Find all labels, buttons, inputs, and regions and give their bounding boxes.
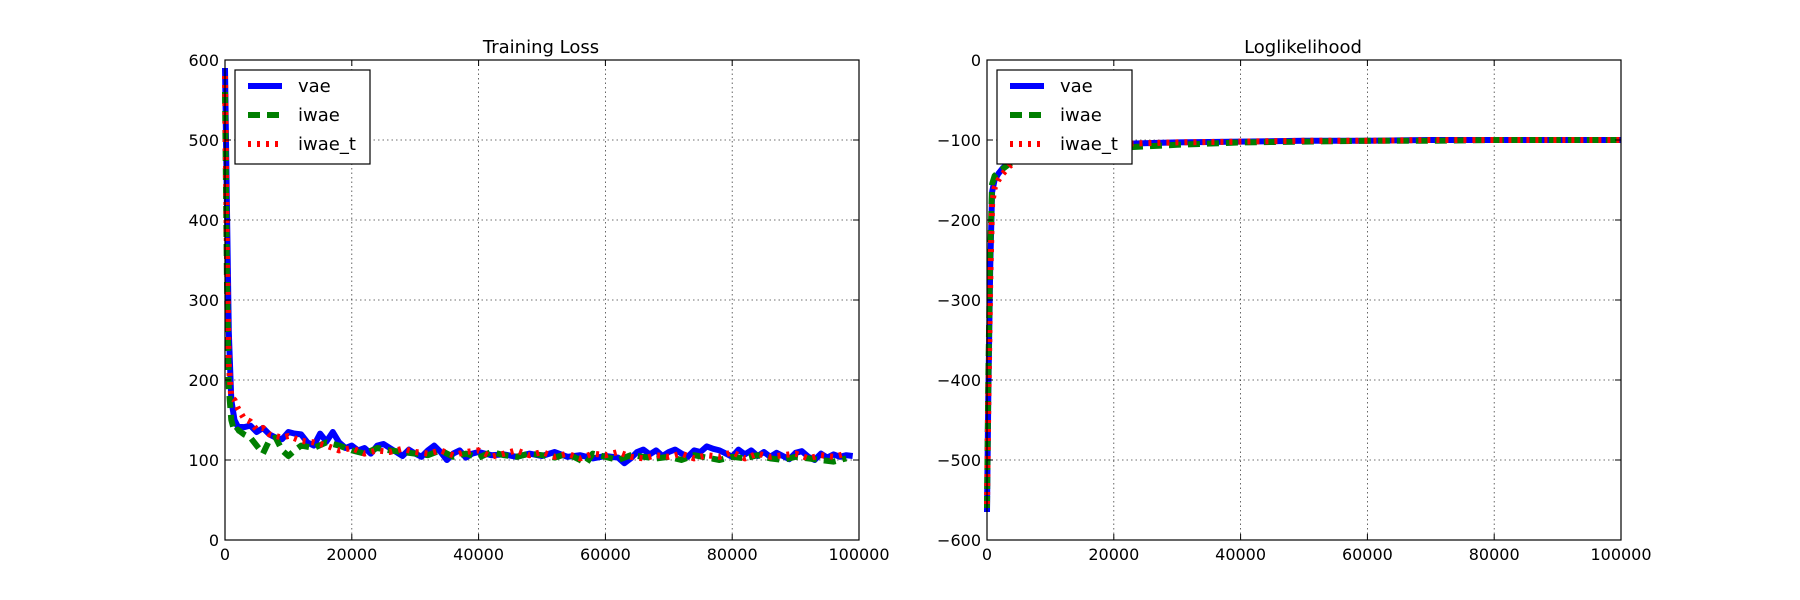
x-tick-label: 40000 (1215, 545, 1266, 564)
chart-title: Loglikelihood (1244, 37, 1362, 58)
legend: vae iwae iwae_t (996, 69, 1133, 165)
x-tick-label: 100000 (828, 545, 889, 564)
x-tick-label: 80000 (707, 545, 758, 564)
y-tick-label: −400 (937, 371, 981, 390)
x-tick-label: 0 (220, 545, 230, 564)
chart-title: Training Loss (482, 37, 599, 58)
y-tick-label: 400 (188, 211, 219, 230)
y-tick-label: −200 (937, 211, 981, 230)
y-tick-label: −100 (937, 131, 981, 150)
legend-label-vae: vae (1060, 76, 1093, 97)
series-line-iwae (984, 137, 1621, 509)
x-tick-label: 0 (982, 545, 992, 564)
y-tick-label: −300 (937, 291, 981, 310)
legend-label-vae: vae (298, 76, 331, 97)
y-tick-label: 200 (188, 371, 219, 390)
y-tick-label: 500 (188, 131, 219, 150)
x-tick-label: 40000 (453, 545, 504, 564)
x-tick-label: 20000 (326, 545, 377, 564)
x-tick-label: 20000 (1088, 545, 1139, 564)
y-tick-label: 0 (209, 531, 219, 550)
legend-label-iwae-t: iwae_t (298, 134, 356, 155)
y-tick-label: −600 (937, 531, 981, 550)
legend-label-iwae: iwae (298, 105, 340, 126)
x-tick-label: 100000 (1590, 545, 1651, 564)
loglikelihood-chart: Loglikelihood 0 20000 40000 60000 80000 10000… (937, 37, 1651, 564)
y-tick-label: 600 (188, 51, 219, 70)
series-layer (222, 67, 854, 467)
x-tick-label: 60000 (580, 545, 631, 564)
legend-label-iwae-t: iwae_t (1060, 134, 1118, 155)
y-tick-label: −500 (937, 451, 981, 470)
series-line-iwae-t (222, 75, 848, 462)
y-tick-label: 300 (188, 291, 219, 310)
legend-label-iwae: iwae (1060, 105, 1102, 126)
x-tick-label: 80000 (1469, 545, 1520, 564)
y-tick-label: 0 (971, 51, 981, 70)
x-tick-label: 60000 (1342, 545, 1393, 564)
legend: vae iwae iwae_t (234, 69, 371, 165)
y-tick-label: 100 (188, 451, 219, 470)
training-loss-chart: Training Loss 0 20000 40000 60000 80000 10000… (188, 37, 889, 564)
